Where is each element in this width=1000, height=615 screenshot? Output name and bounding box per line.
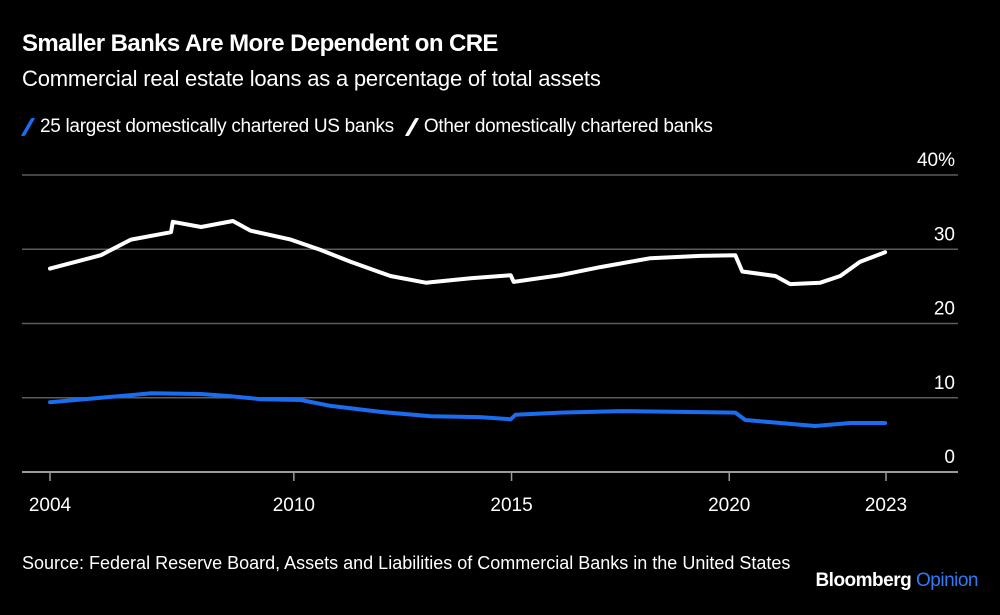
brand-logo: Bloomberg Opinion [815,570,978,592]
chart-title: Smaller Banks Are More Dependent on CRE [22,30,498,57]
brand-name: Bloomberg [815,570,912,591]
y-tick-label: 40% [917,150,955,171]
y-tick-label: 20 [934,299,955,320]
x-tick-label: 2020 [708,495,750,516]
x-tick-label: 2015 [490,495,532,516]
x-tick-label: 2010 [273,495,315,516]
brand-section: Opinion [916,570,979,591]
legend: 25 largest domestically chartered US ban… [20,116,725,138]
x-tick-label: 2004 [29,495,72,516]
series-line-largest-banks [48,391,888,428]
y-tick-label: 30 [934,224,955,245]
series-line-other-banks [48,219,888,287]
legend-label: Other domestically chartered banks [423,116,713,137]
y-tick-label: 10 [934,373,955,394]
chart-subtitle: Commercial real estate loans as a percen… [22,66,601,91]
legend-label: 25 largest domestically chartered US ban… [40,116,394,137]
legend-item-other-banks: Other domestically chartered banks [404,116,713,138]
x-tick-label: 2023 [865,495,907,516]
source-note: Source: Federal Reserve Board, Assets an… [22,553,791,573]
legend-item-largest-banks: 25 largest domestically chartered US ban… [20,116,394,138]
y-tick-label: 0 [944,447,955,468]
